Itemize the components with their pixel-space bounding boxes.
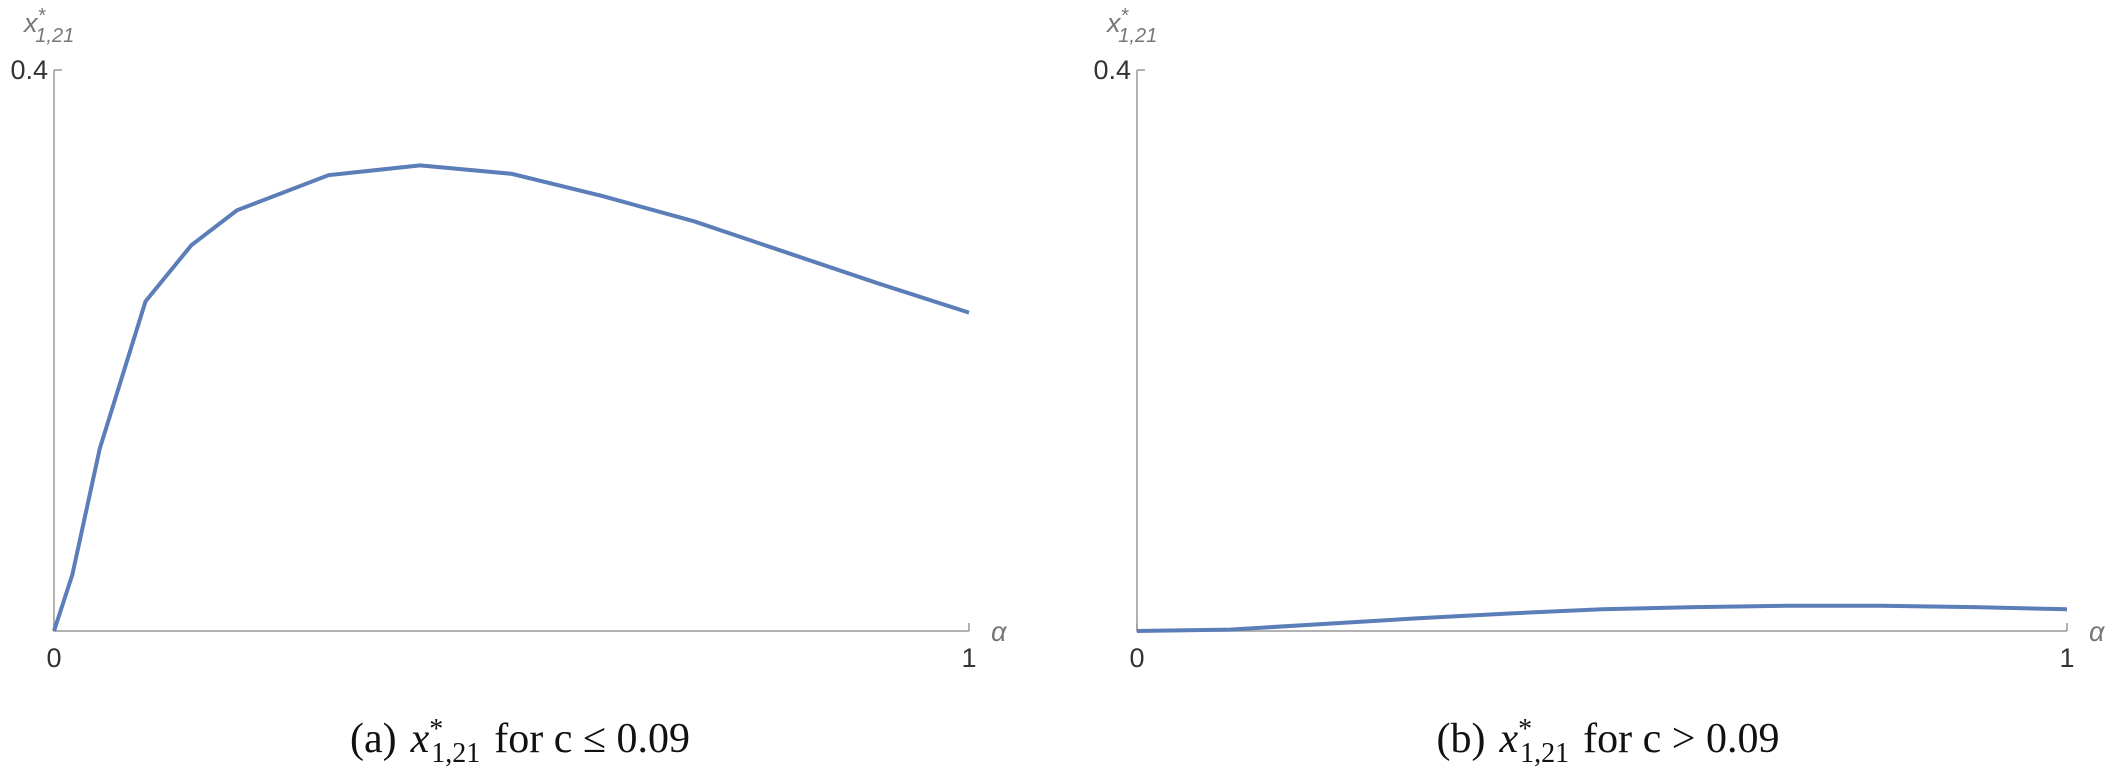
x-tick-label: 1: [2059, 643, 2074, 673]
x-axis-label: α: [2089, 617, 2106, 647]
y-axis-label: x* 1,21: [1105, 5, 1157, 47]
caption: (b) x* 1,21 for c > 0.09: [1437, 714, 1780, 769]
caption-sub: 1,21: [431, 738, 480, 769]
caption-symbol: x: [1499, 716, 1519, 762]
caption-label: (a): [350, 716, 397, 762]
x-tick-label: 0: [46, 643, 61, 673]
y-tick-label: 0.4: [10, 55, 48, 85]
y-label-base: x: [1105, 8, 1122, 38]
x-tick-label: 0: [1129, 643, 1144, 673]
caption: (a) x* 1,21 for c ≤ 0.09: [350, 714, 690, 769]
data-line: [1136, 603, 2068, 633]
x-axis-label: α: [991, 617, 1008, 647]
caption-sup: *: [429, 714, 443, 745]
axes: [53, 70, 969, 632]
caption-symbol: x: [410, 716, 430, 762]
caption-text: for c ≤ 0.09: [494, 716, 690, 762]
caption-text: for c > 0.09: [1583, 716, 1779, 762]
x-tick-label: 1: [961, 643, 976, 673]
y-label-sub: 1,21: [35, 25, 74, 47]
y-label-sup: *: [38, 5, 47, 27]
data-line: [52, 163, 970, 632]
y-tick-label: 0.4: [1093, 55, 1131, 85]
panel: 0.40 1x* 1,21α(b) x* 1,21 for c > 0.09: [1093, 5, 2106, 769]
caption-sup: *: [1518, 714, 1532, 745]
axes: [1136, 70, 2067, 632]
y-label-sup: *: [1121, 5, 1130, 27]
y-label-sub: 1,21: [1118, 25, 1157, 47]
panel: 0.40 1x* 1,21α(a) x* 1,21 for c ≤ 0.09: [10, 5, 1008, 769]
caption-sub: 1,21: [1520, 738, 1569, 769]
y-axis-label: x* 1,21: [22, 5, 74, 47]
caption-label: (b): [1437, 716, 1486, 762]
y-label-base: x: [22, 8, 39, 38]
